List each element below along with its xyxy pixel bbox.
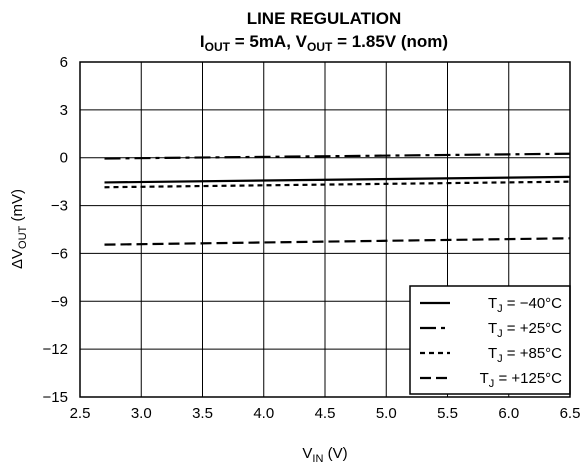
legend-label: TJ = +25°C <box>488 320 562 340</box>
tick-labels: 2.5 3.0 3.5 4.0 4.5 5.0 5.5 6.0 6.5 6 3 0 −3 −6 −9 −12 −… <box>43 54 581 422</box>
legend-label: TJ = −40°C <box>488 295 562 315</box>
y-tick-label: −3 <box>51 198 68 215</box>
y-tick-label: −9 <box>51 293 68 310</box>
x-tick-label: 6.5 <box>560 405 581 422</box>
y-tick-label: −6 <box>51 245 68 262</box>
x-tick-label: 2.5 <box>70 405 91 422</box>
x-tick-label: 4.5 <box>315 405 336 422</box>
x-tick-label: 3.5 <box>192 405 213 422</box>
y-tick-label: −15 <box>43 389 68 406</box>
x-tick-label: 3.0 <box>131 405 152 422</box>
series-line <box>104 152 571 160</box>
y-tick-label: 0 <box>60 150 68 167</box>
chart-title: LINE REGULATION <box>247 9 402 28</box>
series-line <box>104 237 571 246</box>
legend-label: TJ = +125°C <box>480 370 563 390</box>
y-axis-label: ΔVOUT (mV) <box>9 189 29 269</box>
y-tick-label: 6 <box>60 54 68 71</box>
series-line <box>104 180 571 189</box>
x-tick-label: 5.5 <box>437 405 458 422</box>
plot-frame <box>79 61 571 398</box>
x-axis-label: VIN (V) <box>302 445 347 465</box>
x-tick-label: 4.0 <box>253 405 274 422</box>
chart-subtitle: IOUT = 5mA, VOUT = 1.85V (nom) <box>200 32 448 54</box>
legend: TJ = −40°C TJ = +25°C TJ = +85°C TJ = +125°… <box>409 285 571 395</box>
y-tick-label: 3 <box>60 102 68 119</box>
series-line <box>104 175 571 184</box>
x-tick-label: 5.0 <box>376 405 397 422</box>
series-lines <box>104 152 571 246</box>
y-tick-label: −12 <box>43 341 68 358</box>
legend-label: TJ = +85°C <box>488 345 562 365</box>
x-tick-label: 6.0 <box>498 405 519 422</box>
